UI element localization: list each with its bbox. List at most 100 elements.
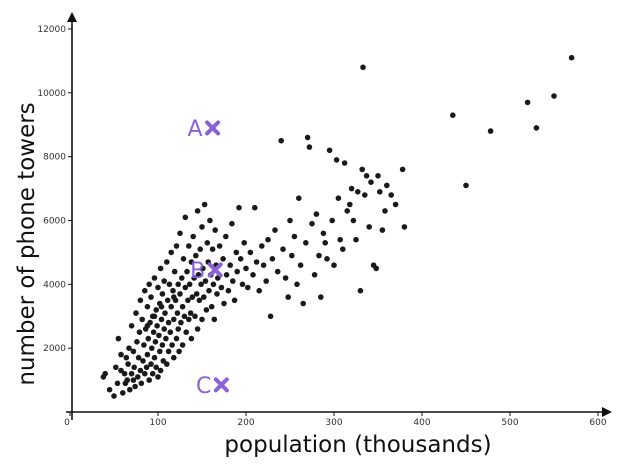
data-point [177,230,183,237]
data-point [171,316,177,323]
data-point [289,252,295,259]
data-point [214,291,220,297]
data-point [221,300,227,307]
marker-label: C [196,374,211,399]
data-point [194,326,201,332]
data-point [231,297,238,304]
data-point [211,316,218,323]
data-point [159,342,166,348]
data-point [322,240,329,246]
x-tick-label: 0 [64,418,70,428]
data-point [157,265,164,272]
data-point [237,255,244,262]
data-point [201,201,208,208]
data-point [208,303,215,310]
data-point [193,252,199,259]
data-point [202,278,209,284]
data-point [106,386,113,393]
data-point [197,246,203,252]
data-point [180,255,187,262]
data-point [148,294,154,300]
data-point [278,137,285,144]
data-point [196,297,203,304]
data-point [146,281,152,288]
data-point [150,329,157,336]
data-point [133,310,139,316]
data-point [158,316,165,323]
data-point [140,358,146,364]
data-point [241,240,247,246]
y-tick-label: 2000 [43,344,66,354]
data-point [259,243,265,249]
marker-b: B [190,259,223,284]
data-point [200,265,206,272]
data-point [155,284,161,291]
data-point [267,313,274,320]
data-point [204,240,211,246]
data-point [348,185,355,192]
data-point [236,204,242,211]
data-point [285,294,292,300]
data-point [218,284,225,291]
data-point [344,208,351,214]
data-point [161,278,167,284]
data-point [115,335,122,342]
data-point [131,364,137,371]
data-point [201,294,207,300]
data-point [384,182,390,189]
data-point [291,233,298,240]
data-point [359,166,366,173]
data-point [282,275,289,281]
data-point [324,255,330,262]
data-point [250,272,256,278]
data-point [171,294,177,300]
data-point [185,297,191,304]
data-point [166,281,173,288]
x-axis-arrowhead [602,407,612,417]
data-point [326,147,333,154]
data-point [118,367,124,374]
data-point [118,351,124,358]
data-point [144,351,151,358]
data-point [164,297,171,304]
data-point [156,332,162,339]
data-point [309,220,315,227]
data-point [124,377,130,383]
data-point [296,195,302,201]
data-point [155,374,161,380]
data-point [171,354,177,361]
data-point [243,265,249,272]
data-point [392,201,399,208]
data-point [175,326,181,332]
data-point [130,348,137,355]
data-point [137,367,144,374]
data-point [199,224,205,230]
data-point [130,377,137,383]
data-point [188,335,195,342]
data-point [311,272,318,278]
data-point [194,208,201,214]
data-point [111,393,117,399]
data-point [190,233,196,240]
x-tick-label: 300 [325,418,342,428]
data-point [179,275,185,281]
data-point [186,281,193,288]
data-point [148,361,154,367]
data-point [182,284,189,291]
data-point [198,281,204,288]
x-tick-label: 500 [501,418,518,428]
data-point [318,294,324,300]
data-point [340,246,346,252]
data-point [272,227,278,233]
y-axis-title: number of phone towers [14,102,40,385]
data-point [161,326,167,332]
data-point [164,361,170,367]
data-point [363,173,370,179]
data-point [368,179,374,185]
data-point [145,335,152,342]
data-point [533,125,540,131]
data-point [146,377,152,383]
data-point [313,211,320,217]
data-point [173,243,180,249]
x-tick-label: 200 [237,418,254,428]
